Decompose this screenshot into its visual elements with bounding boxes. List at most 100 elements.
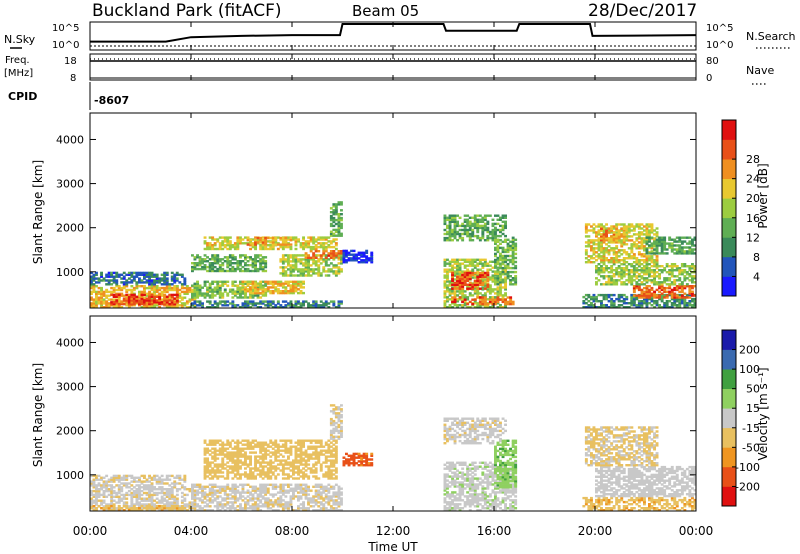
power-cells-cell xyxy=(168,286,172,290)
power-cells-cell xyxy=(362,261,366,264)
vel-cells-cell xyxy=(201,501,204,504)
vel-cells-cell xyxy=(251,487,255,490)
power-cells-cell xyxy=(100,290,103,294)
power-cells-cell xyxy=(170,301,174,304)
power-cells-cell xyxy=(299,282,303,285)
power-cells-cell xyxy=(607,231,611,234)
power-cells-cell xyxy=(645,236,649,239)
power-cells-cell xyxy=(251,262,255,265)
power-cells-cell xyxy=(322,254,326,257)
power-cells-cell xyxy=(294,264,298,267)
power-cells-cell xyxy=(138,290,141,294)
power-cells-cell xyxy=(170,293,174,297)
power-cells-cell xyxy=(448,228,452,232)
power-cells-cell xyxy=(148,283,151,286)
power-cells-cell xyxy=(506,270,510,274)
power-cells-cell xyxy=(446,236,449,240)
power-cells-cell xyxy=(251,284,255,287)
power-cells-cell xyxy=(673,248,677,251)
power-cells-cell xyxy=(622,225,626,228)
power-cells-cell xyxy=(643,253,646,256)
power-cells-cell xyxy=(322,252,326,255)
power-cells-cell xyxy=(622,273,626,276)
power-cells-cell xyxy=(665,300,669,303)
power-cells-cell xyxy=(163,283,167,286)
power-cells-cell xyxy=(334,247,338,251)
vel-cells-cell xyxy=(130,493,134,497)
power-cells-cell xyxy=(612,302,616,305)
power-cells-cell xyxy=(610,239,613,242)
power-cells-cell xyxy=(514,283,518,286)
vel-cells-cell xyxy=(206,503,209,506)
power-cells-cell xyxy=(627,275,631,278)
power-cells-cell xyxy=(269,280,273,283)
power-cells-cell xyxy=(221,244,225,247)
vel-cells-cell xyxy=(165,503,169,506)
power-cells-cell xyxy=(446,270,449,273)
power-cells-cell xyxy=(630,304,634,307)
power-cells-cell xyxy=(334,274,338,277)
power-cells-cell xyxy=(675,250,679,253)
power-cells-cell xyxy=(635,245,639,248)
power-cells-cell xyxy=(347,259,351,262)
power-cells-cell xyxy=(198,302,202,305)
vel-cells-cell xyxy=(264,487,268,490)
power-cells-cell xyxy=(340,222,343,226)
power-cells-cell xyxy=(466,296,470,299)
power-cells-cell xyxy=(451,234,454,238)
power-cells-cell xyxy=(193,282,197,285)
power-cells-cell xyxy=(511,256,515,260)
power-cells-cell xyxy=(453,220,457,223)
power-cells-cell xyxy=(329,245,333,249)
vel-cells-cell xyxy=(180,495,184,498)
power-cells-cell xyxy=(208,306,212,309)
power-cells-cell xyxy=(289,284,293,287)
power-cells-cell xyxy=(132,286,136,290)
power-cells-cell xyxy=(632,243,636,246)
power-cells-cell xyxy=(458,304,462,307)
vel-cells-cell xyxy=(307,487,310,490)
power-cells-cell xyxy=(476,258,480,261)
power-cells-cell xyxy=(650,242,654,245)
power-cells-cell xyxy=(340,258,343,261)
power-cells-cell xyxy=(218,286,222,289)
power-cells-cell xyxy=(446,262,449,265)
power-cells-cell xyxy=(607,249,611,252)
power-cells-cell xyxy=(314,304,318,307)
power-cells-cell xyxy=(471,271,475,275)
power-cells-cell xyxy=(312,302,316,305)
power-cells-cell xyxy=(478,224,482,228)
power-cells-cell xyxy=(110,293,114,297)
vel-cells-cell xyxy=(241,489,245,492)
vel-cells-cell xyxy=(279,495,283,498)
power-cells-cell xyxy=(163,281,167,284)
vel-cells-cell xyxy=(110,504,114,508)
power-cells-cell xyxy=(448,298,452,301)
vel-cells-cell xyxy=(110,476,114,479)
power-cells-cell xyxy=(602,275,606,278)
power-cells-cell xyxy=(329,252,333,255)
power-cells-cell xyxy=(615,223,619,226)
power-cells-cell xyxy=(307,304,310,307)
vel-cells-cell xyxy=(125,482,129,485)
power-cells-cell xyxy=(476,230,480,234)
vel-cells-cell xyxy=(153,503,156,506)
vel-cells-cell xyxy=(266,499,270,502)
power-cells-cell xyxy=(443,268,447,271)
vel-cells-cell xyxy=(143,499,146,502)
power-cells-cell xyxy=(648,267,651,270)
vel-cells-cell xyxy=(266,491,270,494)
power-cells-cell xyxy=(640,239,644,242)
power-cells-cell xyxy=(630,302,634,305)
power-cells-cell xyxy=(117,302,121,306)
power-cells-cell xyxy=(491,228,495,232)
power-cells-cell xyxy=(648,275,651,278)
power-cells-cell xyxy=(443,302,447,305)
vel-cells-cell xyxy=(107,507,111,510)
power-cells-cell xyxy=(216,290,220,293)
vel-cells-cell xyxy=(289,483,293,486)
power-cells-cell xyxy=(691,238,694,241)
power-cells-cell xyxy=(155,281,159,284)
vel-cells-cell xyxy=(125,501,129,504)
power-cells-cell xyxy=(244,269,247,273)
